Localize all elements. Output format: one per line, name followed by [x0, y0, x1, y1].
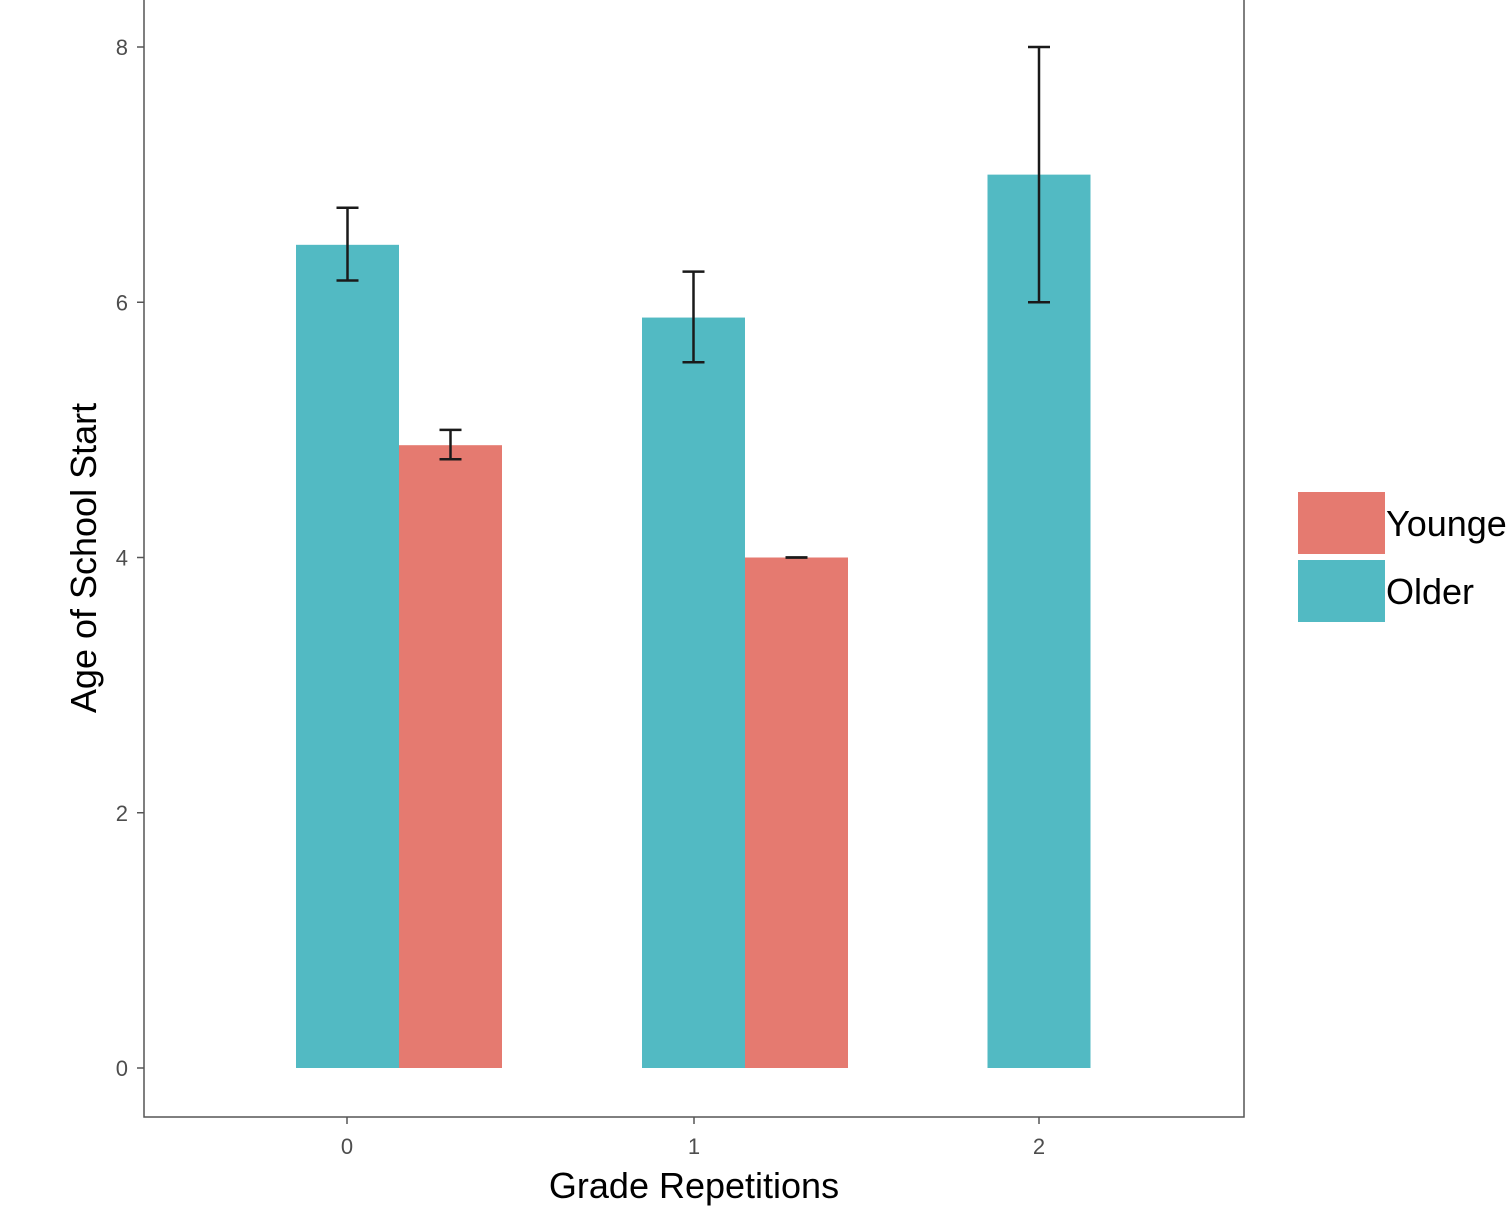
legend-label-older: Older	[1386, 571, 1474, 612]
bar-older-2	[987, 174, 1091, 1068]
x-tick-label: 1	[688, 1134, 700, 1159]
x-axis-title: Grade Repetitions	[549, 1165, 839, 1206]
x-axis: 0 1 2	[341, 1117, 1045, 1159]
legend-key-younger	[1298, 492, 1385, 554]
legend-key-older	[1298, 560, 1385, 622]
errorbar-younger-0	[439, 428, 462, 461]
bar-younger-1	[745, 557, 848, 1068]
y-tick-label: 4	[116, 546, 128, 571]
errorbar-older-1	[682, 270, 705, 364]
legend: Younger Older	[1298, 492, 1508, 622]
bar-older-0	[296, 244, 399, 1069]
y-tick-label: 0	[116, 1056, 128, 1081]
errorbar-older-0	[336, 206, 359, 282]
bar-older-1	[642, 317, 745, 1068]
y-tick-label: 8	[116, 35, 128, 60]
x-tick-label: 2	[1033, 1134, 1045, 1159]
bars-layer	[296, 174, 1091, 1069]
y-tick-label: 2	[116, 801, 128, 826]
bar-younger-0	[399, 445, 502, 1068]
y-axis: 0 2 4 6 8	[116, 35, 144, 1081]
y-axis-title: Age of School Start	[63, 403, 104, 713]
x-tick-label: 0	[341, 1134, 353, 1159]
errorbars-layer	[336, 45, 1050, 559]
y-tick-label: 6	[116, 290, 128, 315]
legend-label-younger: Younger	[1386, 503, 1508, 544]
errorbar-older-2	[1028, 45, 1050, 304]
